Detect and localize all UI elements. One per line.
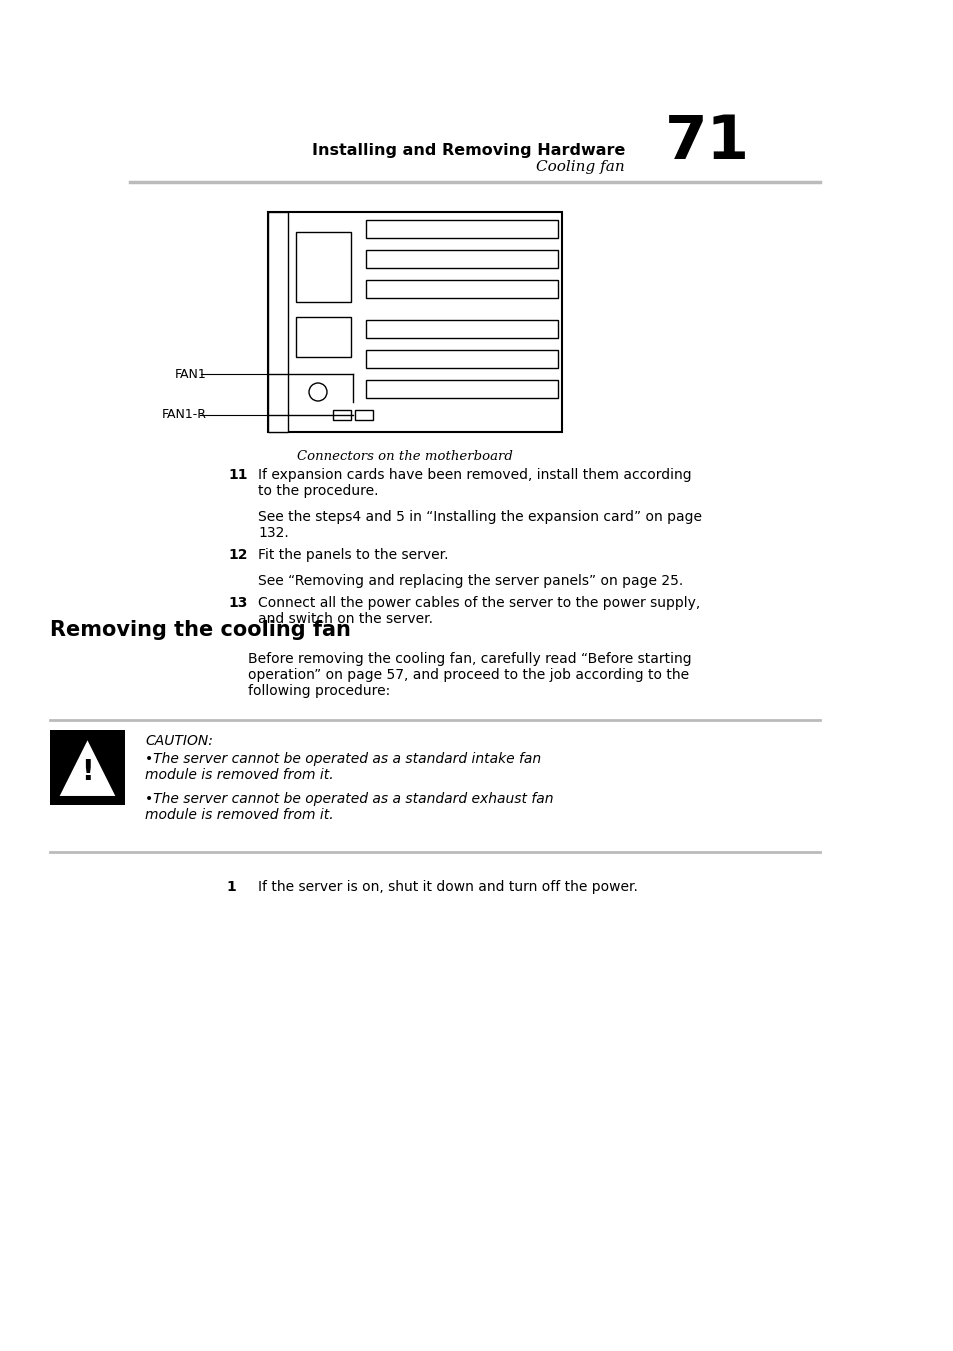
Circle shape bbox=[309, 382, 327, 401]
Text: 13: 13 bbox=[229, 596, 248, 611]
Text: FAN1: FAN1 bbox=[174, 367, 207, 381]
Text: •The server cannot be operated as a standard intake fan
module is removed from i: •The server cannot be operated as a stan… bbox=[145, 753, 540, 782]
Bar bbox=[295, 232, 351, 303]
Text: 11: 11 bbox=[229, 467, 248, 482]
Bar bbox=[355, 409, 373, 420]
Text: 1: 1 bbox=[226, 880, 235, 894]
Text: 71: 71 bbox=[664, 113, 749, 172]
Text: If expansion cards have been removed, install them according
to the procedure.: If expansion cards have been removed, in… bbox=[257, 467, 691, 499]
Bar bbox=[366, 250, 558, 267]
Text: Cooling fan: Cooling fan bbox=[536, 159, 624, 174]
Text: 12: 12 bbox=[229, 549, 248, 562]
Text: !: ! bbox=[81, 758, 93, 785]
Text: FAN1-R: FAN1-R bbox=[162, 408, 207, 422]
Bar bbox=[366, 380, 558, 399]
Bar bbox=[333, 409, 351, 420]
Text: Connectors on the motherboard: Connectors on the motherboard bbox=[296, 450, 513, 463]
Bar bbox=[366, 280, 558, 299]
Polygon shape bbox=[58, 738, 117, 797]
Bar bbox=[366, 220, 558, 238]
Bar bbox=[366, 320, 558, 338]
Text: •The server cannot be operated as a standard exhaust fan
module is removed from : •The server cannot be operated as a stan… bbox=[145, 792, 553, 823]
Bar bbox=[366, 350, 558, 367]
Text: CAUTION:: CAUTION: bbox=[145, 734, 213, 748]
Text: See “Removing and replacing the server panels” on page 25.: See “Removing and replacing the server p… bbox=[257, 574, 682, 588]
Text: See the steps4 and 5 in “Installing the expansion card” on page
132.: See the steps4 and 5 in “Installing the … bbox=[257, 509, 701, 540]
Text: Before removing the cooling fan, carefully read “Before starting
operation” on p: Before removing the cooling fan, careful… bbox=[248, 653, 691, 698]
Bar bbox=[268, 212, 288, 432]
Text: If the server is on, shut it down and turn off the power.: If the server is on, shut it down and tu… bbox=[257, 880, 638, 894]
Text: Installing and Removing Hardware: Installing and Removing Hardware bbox=[312, 143, 624, 158]
Text: Removing the cooling fan: Removing the cooling fan bbox=[50, 620, 351, 640]
Bar bbox=[295, 317, 351, 357]
Text: Fit the panels to the server.: Fit the panels to the server. bbox=[257, 549, 448, 562]
Text: Connect all the power cables of the server to the power supply,
and switch on th: Connect all the power cables of the serv… bbox=[257, 596, 700, 627]
Bar bbox=[268, 212, 561, 432]
Bar bbox=[50, 730, 125, 805]
